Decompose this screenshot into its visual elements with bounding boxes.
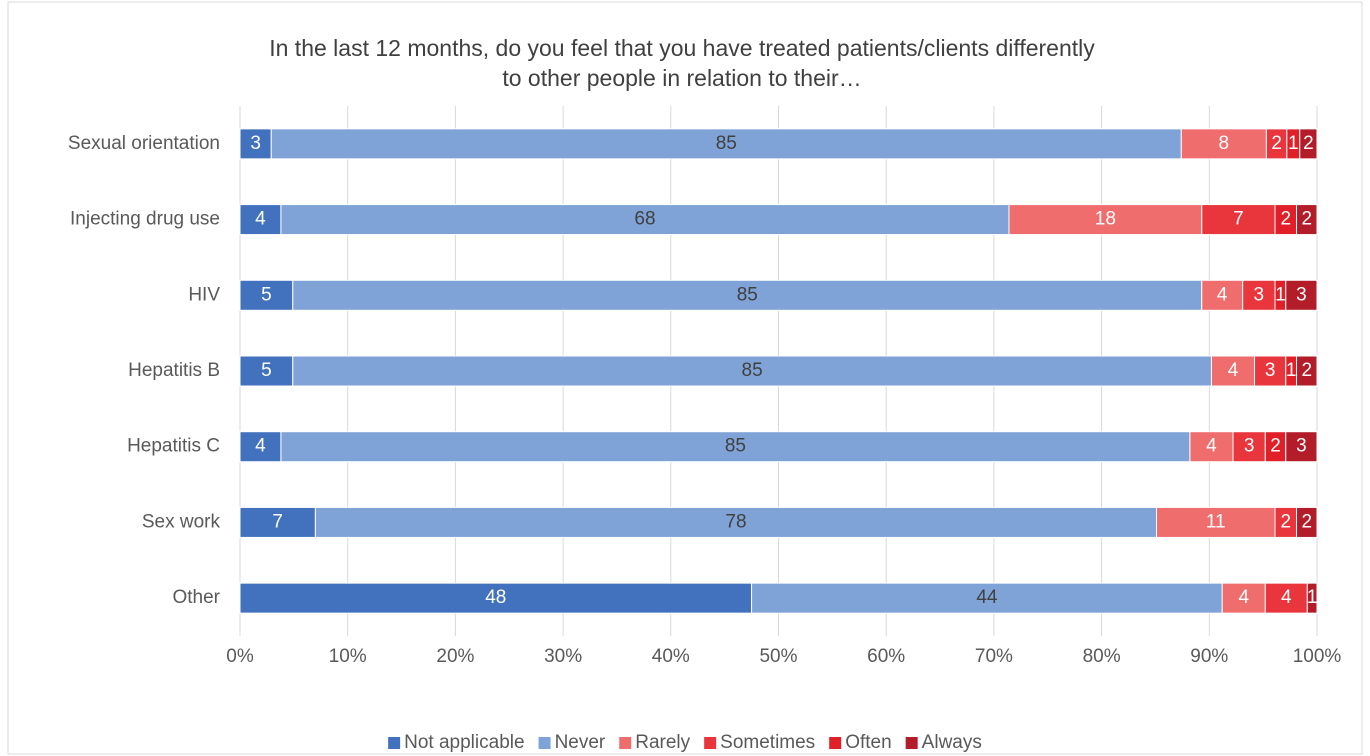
legend-label: Never xyxy=(555,732,606,753)
chart-title: to other people in relation to their… xyxy=(502,65,861,91)
x-tick-label: 10% xyxy=(329,646,367,667)
data-label: 48 xyxy=(485,587,506,608)
data-label: 1 xyxy=(1307,587,1318,608)
legend-swatch xyxy=(619,737,632,749)
data-label: 2 xyxy=(1280,209,1291,230)
y-tick-label: Sex work xyxy=(142,511,221,532)
data-label: 85 xyxy=(725,436,746,457)
data-label: 3 xyxy=(1296,436,1307,457)
data-label: 1 xyxy=(1286,360,1297,381)
y-tick-label: Other xyxy=(172,587,220,608)
bar-segment xyxy=(1285,279,1318,311)
bar-segment xyxy=(1296,355,1318,387)
data-label: 5 xyxy=(261,360,272,381)
bar-segment xyxy=(239,582,753,614)
data-label: 1 xyxy=(1275,284,1286,305)
data-label: 4 xyxy=(255,436,266,457)
data-label: 1 xyxy=(1288,133,1299,154)
y-tick-label: Hepatitis C xyxy=(127,436,220,457)
data-label: 2 xyxy=(1280,511,1291,532)
y-tick-label: Sexual orientation xyxy=(68,133,220,154)
data-label: 3 xyxy=(250,133,261,154)
data-label: 3 xyxy=(1265,360,1276,381)
data-label: 44 xyxy=(976,587,998,608)
legend-label: Often xyxy=(845,732,891,753)
x-tick-label: 30% xyxy=(544,646,582,667)
data-label: 3 xyxy=(1296,284,1307,305)
bar-segment xyxy=(1156,506,1276,538)
bar-segment xyxy=(1296,204,1318,236)
bar-segment xyxy=(1299,128,1318,160)
data-label: 68 xyxy=(634,209,655,230)
bar-segment xyxy=(1306,582,1318,614)
bar-segment xyxy=(1285,431,1318,463)
data-label: 5 xyxy=(261,284,272,305)
bar-segment xyxy=(1201,204,1276,236)
data-label: 4 xyxy=(1217,284,1228,305)
data-label: 4 xyxy=(1281,587,1292,608)
bar-segment xyxy=(1296,506,1318,538)
data-label: 18 xyxy=(1095,209,1116,230)
data-label: 85 xyxy=(716,133,737,154)
data-label: 7 xyxy=(272,511,283,532)
data-label: 2 xyxy=(1301,511,1312,532)
legend-swatch xyxy=(905,737,918,749)
bar-segment xyxy=(1221,582,1266,614)
legend-label: Always xyxy=(922,732,982,753)
data-label: 2 xyxy=(1301,209,1312,230)
data-label: 2 xyxy=(1271,133,1282,154)
legend-swatch xyxy=(388,737,401,749)
x-tick-label: 20% xyxy=(436,646,474,667)
legend-swatch xyxy=(538,737,551,749)
legend-label: Sometimes xyxy=(720,732,815,753)
data-label: 2 xyxy=(1303,133,1314,154)
bar-segment xyxy=(292,279,1203,311)
data-label: 3 xyxy=(1244,436,1255,457)
bar-segment xyxy=(751,582,1223,614)
x-tick-label: 100% xyxy=(1293,646,1342,667)
data-label: 2 xyxy=(1270,436,1281,457)
legend-label: Rarely xyxy=(635,732,690,753)
data-label: 8 xyxy=(1219,133,1230,154)
legend: Not applicable Never Rarely Sometimes Often A… xyxy=(388,732,982,753)
legend-label: Not applicable xyxy=(404,732,524,753)
data-label: 4 xyxy=(1228,360,1239,381)
legend-swatch xyxy=(704,737,717,749)
data-label: 2 xyxy=(1301,360,1312,381)
y-tick-label: Hepatitis B xyxy=(128,360,220,381)
data-label: 78 xyxy=(725,511,746,532)
x-tick-label: 60% xyxy=(867,646,905,667)
y-tick-label: HIV xyxy=(188,284,220,305)
legend-swatch xyxy=(829,737,842,749)
bar-segment xyxy=(1264,582,1308,614)
bar-segment xyxy=(239,128,272,160)
x-tick-label: 70% xyxy=(975,646,1013,667)
bar-segment xyxy=(1201,279,1244,311)
y-tick-label: Injecting drug use xyxy=(70,209,220,230)
bar-segment xyxy=(239,506,316,538)
x-tick-label: 40% xyxy=(652,646,690,667)
data-label: 4 xyxy=(1206,436,1217,457)
x-tick-label: 0% xyxy=(226,646,254,667)
x-tick-label: 90% xyxy=(1190,646,1228,667)
bar-segment xyxy=(1189,431,1234,463)
data-label: 85 xyxy=(742,360,763,381)
bar-segment xyxy=(1180,128,1267,160)
data-label: 7 xyxy=(1233,209,1244,230)
data-label: 11 xyxy=(1206,511,1226,532)
bar-segment xyxy=(280,431,1191,463)
bar-segment xyxy=(280,204,1010,236)
data-label: 3 xyxy=(1254,284,1265,305)
x-tick-label: 50% xyxy=(759,646,797,667)
chart-title: In the last 12 months, do you feel that … xyxy=(269,35,1095,61)
x-tick-label: 80% xyxy=(1083,646,1121,667)
data-label: 4 xyxy=(1238,587,1249,608)
data-label: 4 xyxy=(255,209,266,230)
data-label: 85 xyxy=(737,284,758,305)
